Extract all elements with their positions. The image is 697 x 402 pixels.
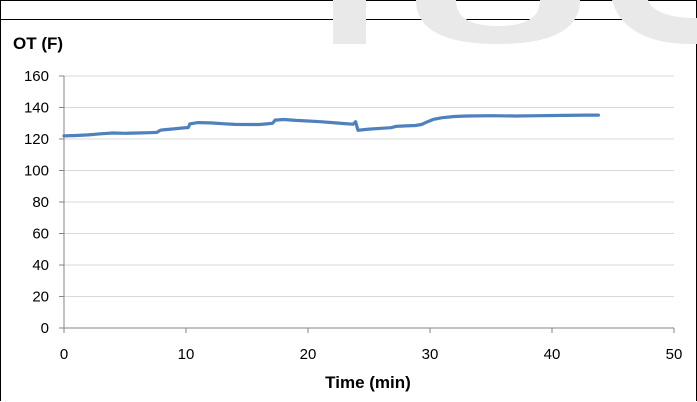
gridlines [59, 75, 675, 333]
y-tick-labels: 0 20 40 60 80 100 120 140 160 [24, 68, 49, 337]
y-tick-label: 40 [32, 257, 49, 274]
watermark-shape [333, 0, 697, 44]
y-tick-label: 0 [41, 320, 49, 337]
series-layer [62, 113, 601, 138]
series-line [62, 113, 601, 138]
x-tick-label: 30 [422, 346, 439, 363]
y-tick-label: 60 [32, 226, 49, 243]
y-tick-label: 100 [24, 163, 49, 180]
x-tick-label: 20 [300, 346, 317, 363]
x-axis-title: Time (min) [325, 373, 411, 392]
x-tick-label: 50 [666, 346, 683, 363]
y-tick-label: 80 [32, 194, 49, 211]
y-tick-label: 140 [24, 100, 49, 117]
x-tick-label: 10 [178, 346, 195, 363]
y-tick-label: 120 [24, 131, 49, 148]
x-tick-labels: 0 10 20 30 40 50 [60, 346, 683, 363]
watermark-graphic [333, 0, 697, 44]
y-tick-label: 160 [24, 68, 49, 85]
y-tick-label: 20 [32, 289, 49, 306]
x-tick-label: 0 [60, 346, 68, 363]
x-tick-label: 40 [544, 346, 561, 363]
y-axis-title: OT (F) [13, 34, 64, 53]
